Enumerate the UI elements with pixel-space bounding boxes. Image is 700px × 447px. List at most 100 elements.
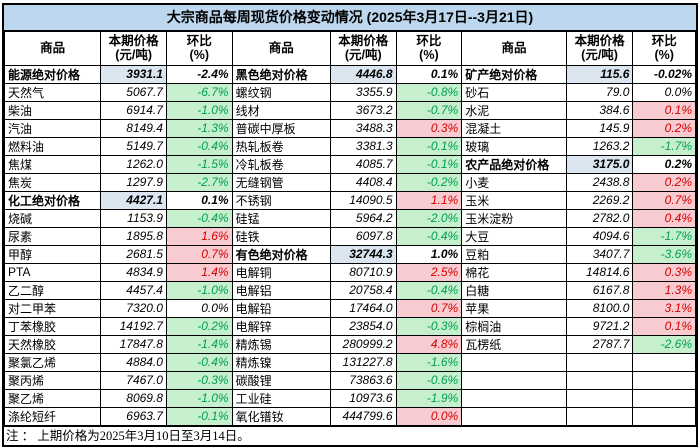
change-percent-cell: -2.0%: [395, 208, 463, 228]
commodity-name-cell: 玻璃: [461, 136, 567, 156]
table-row: 聚乙烯 8069.8 -1.0% 工业硅 10973.6 -1.9%: [3, 388, 696, 408]
commodity-name-cell: 螺纹钢: [231, 82, 331, 102]
column-header-product: 商品: [461, 31, 567, 66]
commodity-name-cell: 聚丙烯: [3, 370, 102, 390]
commodity-name-cell: [461, 370, 567, 390]
commodity-name-cell: 热轧板卷: [231, 136, 331, 156]
table-row: 甲醇 2681.5 0.7% 有色绝对价格 32744.3 1.0% 豆粕 3407.7 -3.…: [3, 244, 696, 264]
commodity-name-cell: 涤纶短纤: [3, 406, 102, 426]
change-percent-cell: -1.7%: [632, 226, 696, 246]
column-header-pct: 环比 (%): [165, 31, 233, 66]
table-row: 燃料油 5149.7 -0.4% 热轧板卷 3381.3 -0.1% 玻璃 1263.2 -1.…: [3, 136, 696, 156]
commodity-name-cell: 电解铅: [231, 298, 331, 318]
price-cell: 10973.6: [329, 388, 397, 408]
commodity-name-cell: 焦煤: [3, 154, 102, 174]
table-row: 聚氯乙烯 4884.0 -0.4% 精炼镍 131227.8 -1.6%: [3, 352, 696, 372]
column-header-price: 本期价格 (元/吨): [329, 31, 397, 66]
price-cell: 9721.2: [565, 316, 634, 336]
price-cell: 1895.8: [100, 226, 167, 246]
change-percent-cell: -0.7%: [395, 100, 463, 120]
price-cell: 4408.4: [329, 172, 397, 192]
commodity-name-cell: 混凝土: [461, 118, 567, 138]
price-cell: 2787.7: [565, 334, 634, 354]
price-cell: 1153.9: [100, 208, 167, 228]
price-cell: 4884.0: [100, 352, 167, 372]
price-cell: 6963.7: [100, 406, 167, 426]
change-percent-cell: -1.6%: [395, 352, 463, 372]
section-name-cell: 农产品绝对价格: [461, 154, 567, 174]
price-cell: 20758.4: [329, 280, 397, 300]
section-name-cell: 矿产绝对价格: [461, 64, 567, 84]
price-cell: 7320.0: [100, 298, 167, 318]
commodity-name-cell: 水泥: [461, 100, 567, 120]
change-percent-cell: 0.3%: [395, 118, 463, 138]
price-cell: 3488.3: [329, 118, 397, 138]
commodity-name-cell: 甲醇: [3, 244, 102, 264]
commodity-name-cell: 尿素: [3, 226, 102, 246]
commodity-name-cell: 柴油: [3, 100, 102, 120]
table-row: 乙二醇 4457.4 -1.0% 电解铝 20758.4 -0.4% 白糖 6167.8 1.3…: [3, 280, 696, 300]
table-row: 汽油 8149.4 -1.3% 普碳中厚板 3488.3 0.3% 混凝土 145.9 0.2%: [3, 118, 696, 138]
table-row: 柴油 6914.7 -1.0% 线材 3673.2 -0.7% 水泥 384.6 0.1%: [3, 100, 696, 120]
section-name-cell: 能源绝对价格: [3, 64, 102, 84]
price-cell: 14192.7: [100, 316, 167, 336]
change-percent-cell: -0.3%: [395, 316, 463, 336]
footnote: 注 ： 上期价格为2025年3月10日至3月14日。: [4, 425, 696, 445]
price-cell: 14090.5: [329, 190, 397, 210]
table-row: 化工绝对价格 4427.1 0.1% 不锈钢 14090.5 1.1% 玉米 2269.2 0.…: [3, 190, 696, 210]
price-cell: 3931.1: [100, 64, 167, 84]
change-percent-cell: -0.4%: [395, 226, 463, 246]
table-row: 烧碱 1153.9 -0.4% 硅锰 5964.2 -2.0% 玉米淀粉 2782.0 0.4%: [3, 208, 696, 228]
change-percent-cell: 4.8%: [395, 334, 463, 354]
table-row: 焦煤 1262.0 -1.5% 冷轧板卷 4085.7 -0.1% 农产品绝对价格 3175.…: [3, 154, 696, 174]
change-percent-cell: -1.4%: [165, 334, 233, 354]
change-percent-cell: 0.0%: [165, 298, 233, 318]
table-row: 对二甲苯 7320.0 0.0% 电解铅 17464.0 0.7% 苹果 8100.0 3.1%: [3, 298, 696, 318]
change-percent-cell: -2.7%: [165, 172, 233, 192]
price-cell: 4427.1: [100, 190, 167, 210]
table-row: PTA 4834.9 1.4% 电解铜 80710.9 2.5% 棉花 14814.6 0.3%: [3, 262, 696, 282]
commodity-name-cell: 精炼镍: [231, 352, 331, 372]
change-percent-cell: 1.0%: [395, 244, 463, 264]
change-percent-cell: -0.4%: [165, 136, 233, 156]
change-percent-cell: -1.5%: [165, 154, 233, 174]
change-percent-cell: 0.7%: [165, 244, 233, 264]
price-cell: 5149.7: [100, 136, 167, 156]
commodity-name-cell: 电解铝: [231, 280, 331, 300]
price-cell: 2269.2: [565, 190, 634, 210]
change-percent-cell: 1.3%: [632, 280, 696, 300]
table-row: 焦炭 1297.9 -2.7% 无缝钢管 4408.4 -0.2% 小麦 2438.8 0.2%: [3, 172, 696, 192]
section-name-cell: 有色绝对价格: [231, 244, 331, 264]
commodity-name-cell: 烧碱: [3, 208, 102, 228]
price-cell: 8069.8: [100, 388, 167, 408]
commodity-name-cell: 电解铜: [231, 262, 331, 282]
price-cell: 6914.7: [100, 100, 167, 120]
commodity-name-cell: 玉米淀粉: [461, 208, 567, 228]
commodity-name-cell: 白糖: [461, 280, 567, 300]
commodity-name-cell: 焦炭: [3, 172, 102, 192]
change-percent-cell: -0.1%: [165, 406, 233, 426]
change-percent-cell: 0.2%: [632, 172, 696, 192]
table-row: 尿素 1895.8 1.6% 硅铁 6097.8 -0.4% 大豆 4094.6 -1.7%: [3, 226, 696, 246]
change-percent-cell: [632, 370, 696, 390]
change-percent-cell: [632, 388, 696, 408]
change-percent-cell: -0.02%: [632, 64, 696, 84]
change-percent-cell: [632, 406, 696, 426]
column-header-price: 本期价格 (元/吨): [565, 31, 634, 66]
commodity-name-cell: [461, 406, 567, 426]
commodity-name-cell: 丁苯橡胶: [3, 316, 102, 336]
change-percent-cell: -0.2%: [165, 316, 233, 336]
commodity-name-cell: [461, 352, 567, 372]
price-cell: [565, 388, 634, 408]
price-cell: 5067.7: [100, 82, 167, 102]
price-cell: 384.6: [565, 100, 634, 120]
section-name-cell: 化工绝对价格: [3, 190, 102, 210]
change-percent-cell: -0.6%: [395, 370, 463, 390]
table-row: 涤纶短纤 6963.7 -0.1% 氧化镨钕 444799.6 0.0%: [3, 406, 696, 426]
price-cell: 14814.6: [565, 262, 634, 282]
price-cell: 4834.9: [100, 262, 167, 282]
commodity-price-table: 大宗商品每周现货价格变动情况 (2025年3月17日--3月21日) 商品 本期…: [2, 3, 698, 447]
change-percent-cell: 0.1%: [632, 100, 696, 120]
commodity-name-cell: 线材: [231, 100, 331, 120]
commodity-name-cell: 工业硅: [231, 388, 331, 408]
